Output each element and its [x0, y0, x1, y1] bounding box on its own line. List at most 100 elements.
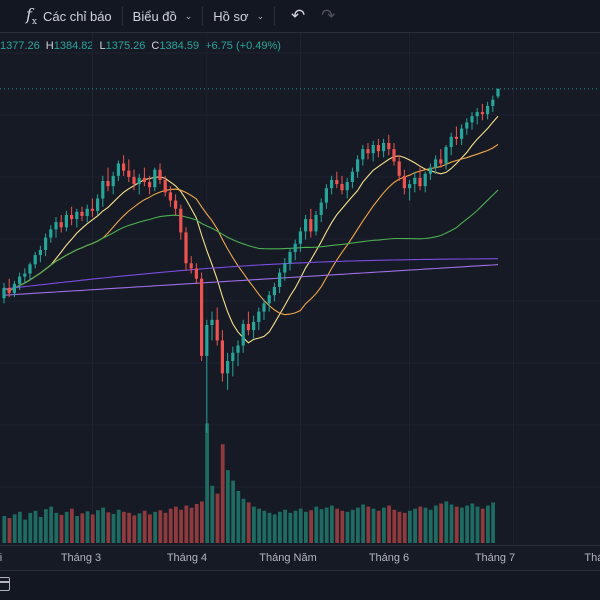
- candle-body: [272, 286, 276, 296]
- candle-body: [434, 159, 438, 168]
- indicators-label: Các chỉ báo: [43, 8, 112, 24]
- candle-body: [397, 161, 401, 176]
- volume-bar: [200, 501, 204, 543]
- candle-body: [122, 163, 126, 171]
- volume-bar: [153, 511, 157, 543]
- time-axis-label: Tháng 3: [60, 552, 102, 564]
- toolbar-divider: [121, 7, 123, 25]
- candle-body: [127, 170, 131, 177]
- moving-average-line: [3, 115, 499, 344]
- chart-menu-button[interactable]: Biểu đồ ⌄: [127, 3, 199, 29]
- candle-body: [75, 211, 79, 220]
- volume-bar: [470, 503, 475, 543]
- candle-body: [439, 159, 443, 164]
- volume-bar: [236, 491, 241, 543]
- candle-body: [137, 177, 141, 185]
- candle-body: [210, 319, 214, 325]
- candle-body: [96, 198, 100, 211]
- volume-bar: [278, 511, 282, 543]
- volume-bar: [137, 513, 142, 543]
- candle-body: [168, 192, 172, 201]
- chevron-down-icon: ⌄: [256, 10, 265, 21]
- candle-body: [371, 145, 375, 154]
- profile-menu-button[interactable]: Hồ sơ ⌄: [207, 3, 270, 29]
- candle-body: [491, 99, 495, 106]
- volume-bar: [335, 508, 339, 543]
- candle-body: [80, 211, 84, 216]
- candle-body: [460, 128, 464, 139]
- volume-bar: [18, 511, 22, 543]
- time-axis-label: i: [0, 552, 3, 564]
- candle-body: [226, 361, 230, 374]
- volume-bar: [298, 508, 303, 543]
- candle-body: [215, 319, 219, 341]
- volume-bar: [439, 503, 443, 543]
- candle-body: [101, 181, 105, 199]
- volume-bar: [106, 512, 111, 543]
- candle-body: [142, 177, 146, 183]
- volume-bar: [314, 506, 319, 543]
- indicators-button[interactable]: fx Các chỉ báo: [20, 3, 118, 29]
- time-axis-label: Tháng 7: [474, 552, 516, 564]
- candle-body: [402, 175, 406, 189]
- candle-body: [184, 232, 188, 264]
- volume-bar: [387, 505, 391, 543]
- candle-body: [220, 340, 224, 374]
- volume-bar: [28, 512, 33, 543]
- candle-body: [304, 219, 308, 232]
- volume-bar: [2, 515, 7, 543]
- candle-body: [158, 169, 162, 180]
- volume-bar: [491, 502, 495, 543]
- price-chart[interactable]: [0, 33, 600, 545]
- candle-body: [148, 182, 152, 188]
- candle-body: [444, 147, 448, 164]
- undo-icon[interactable]: ↶: [290, 6, 306, 25]
- redo-icon[interactable]: ↷: [320, 6, 336, 25]
- candle-body: [480, 112, 484, 115]
- volume-bar: [486, 505, 490, 543]
- time-axis[interactable]: i Tháng 3 Tháng 4 Tháng Năm Tháng 6 Tháng 7 Th…: [0, 545, 600, 569]
- volume-bar: [179, 509, 183, 543]
- moving-average-line: [3, 258, 498, 290]
- volume-bar: [252, 506, 256, 543]
- volume-bar: [402, 512, 407, 543]
- volume-bar: [480, 508, 485, 543]
- volume-bar: [38, 517, 43, 543]
- volume-bar: [142, 510, 147, 543]
- volume-bar: [345, 511, 350, 543]
- volume-bar: [460, 507, 464, 543]
- top-toolbar: fx Các chỉ báo Biểu đồ ⌄ Hồ sơ ⌄ ↶ ↷: [0, 0, 600, 33]
- candle-body: [257, 311, 261, 322]
- volume-bar: [158, 510, 163, 543]
- volume-bar: [423, 507, 428, 543]
- volume-bar: [366, 506, 371, 543]
- candle-body: [70, 214, 74, 220]
- volume-bar: [127, 512, 131, 543]
- volume-bar: [356, 507, 360, 543]
- ohlc-close: 1384.59: [159, 40, 200, 52]
- candle-body: [454, 136, 458, 139]
- candle-body: [350, 171, 354, 183]
- time-axis-label: Tháng 4: [166, 552, 208, 564]
- candle-body: [18, 276, 22, 284]
- volume-bar: [44, 509, 48, 543]
- volume-bar: [49, 506, 53, 543]
- candle-body: [179, 208, 183, 233]
- volume-bar: [90, 514, 95, 543]
- volume-bar: [231, 480, 235, 543]
- calendar-icon[interactable]: [0, 577, 10, 591]
- volume-bar: [272, 514, 277, 543]
- volume-bar: [413, 508, 417, 543]
- candle-body: [267, 295, 271, 304]
- volume-bar: [309, 510, 313, 543]
- candle-body: [189, 263, 193, 269]
- candle-body: [44, 237, 48, 250]
- candle-body: [423, 173, 427, 187]
- volume-bar: [288, 512, 293, 543]
- volume-bar: [330, 505, 334, 543]
- volume-bar: [174, 506, 178, 543]
- candle-body: [246, 323, 250, 331]
- bottom-toolbar: [0, 570, 600, 600]
- candle-body: [111, 175, 115, 187]
- candle-body: [298, 231, 302, 244]
